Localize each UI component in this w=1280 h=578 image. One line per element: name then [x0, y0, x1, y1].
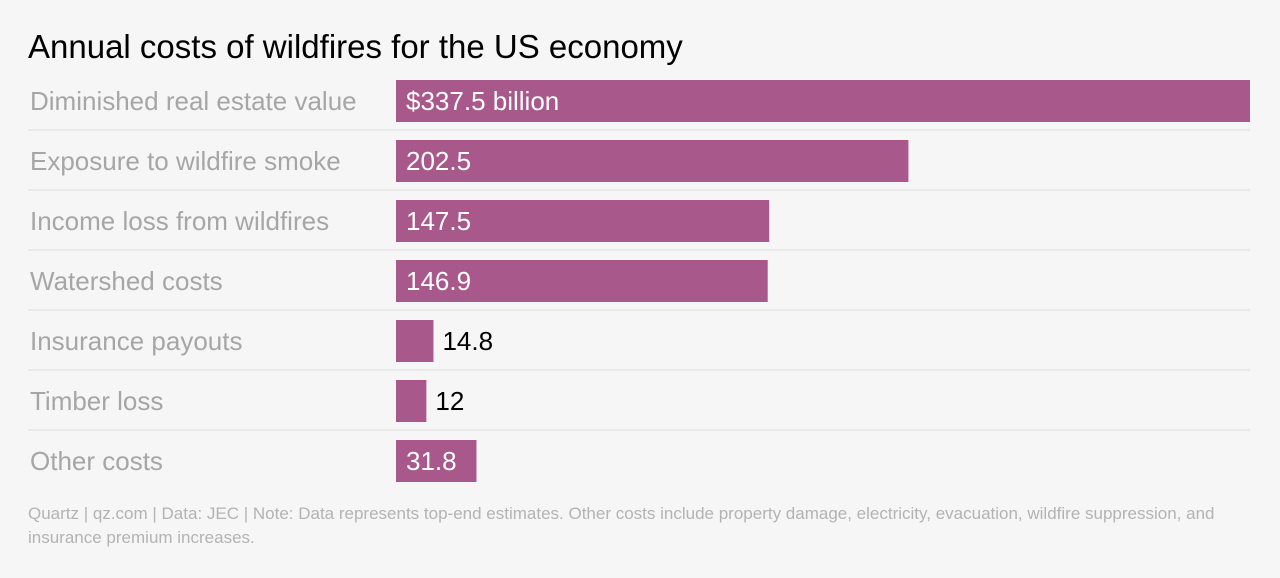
- value-label: 146.9: [406, 266, 471, 296]
- category-label: Other costs: [30, 446, 163, 476]
- value-label: 202.5: [406, 146, 471, 176]
- value-label: 12: [435, 386, 464, 416]
- bar: [396, 80, 1250, 122]
- value-label: 31.8: [406, 446, 457, 476]
- category-label: Timber loss: [30, 386, 163, 416]
- bar: [396, 380, 427, 422]
- bar: [396, 200, 770, 242]
- value-label: 14.8: [442, 326, 493, 356]
- source-note: Quartz | qz.com | Data: JEC | Note: Data…: [28, 504, 1215, 547]
- value-label: $337.5 billion: [406, 86, 559, 116]
- bar: [396, 440, 477, 482]
- category-label: Watershed costs: [30, 266, 223, 296]
- category-label: Exposure to wildfire smoke: [30, 146, 341, 176]
- category-label: Insurance payouts: [30, 326, 242, 356]
- bar: [396, 260, 768, 302]
- category-label: Diminished real estate value: [30, 86, 357, 116]
- chart-title: Annual costs of wildfires for the US eco…: [28, 28, 683, 65]
- bar-chart: Diminished real estate value $337.5 billi…: [28, 80, 1250, 482]
- category-label: Income loss from wildfires: [30, 206, 329, 236]
- bar: [396, 140, 909, 182]
- value-label: 147.5: [406, 206, 471, 236]
- bar: [396, 320, 434, 362]
